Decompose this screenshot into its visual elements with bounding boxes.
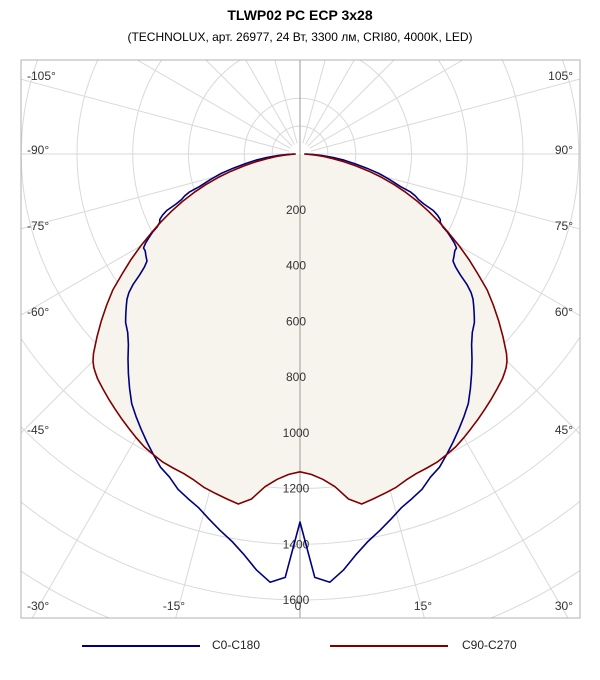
radial-tick-label: 600	[286, 314, 306, 328]
angle-label-bottom: 15°	[414, 599, 432, 613]
grid-spoke	[302, 60, 326, 144]
grid-spoke	[245, 60, 295, 145]
angle-label-right: 45°	[555, 423, 573, 437]
grid-spoke	[274, 60, 298, 144]
chart-subtitle: (TECHNOLUX, арт. 26977, 24 Вт, 3300 лм, …	[127, 30, 473, 44]
radial-tick-label: 200	[286, 203, 306, 217]
plot-frame	[20, 59, 581, 619]
angle-label-right: 30°	[555, 599, 573, 613]
angle-label-left: -60°	[27, 305, 49, 319]
grid-spoke	[307, 60, 395, 147]
angle-label-right: 105°	[548, 69, 573, 83]
radial-tick-label: 1600	[283, 593, 310, 607]
angle-label-right: 90°	[555, 143, 573, 157]
legend: C0-C180 C90-C270	[0, 636, 600, 656]
angle-label-bottom: -15°	[163, 599, 185, 613]
grid-spoke	[310, 78, 580, 152]
angle-label-right: 75°	[555, 219, 573, 233]
radial-tick-label: 800	[286, 370, 306, 384]
angle-label-left: -105°	[27, 69, 56, 83]
grid-spoke	[21, 156, 290, 230]
angle-label-left: -45°	[27, 423, 49, 437]
legend-label-c90: C90-C270	[462, 638, 517, 652]
legend-line-c90	[330, 645, 448, 647]
radial-tick-label: 1400	[283, 537, 310, 551]
angle-label-bottom: 0	[295, 599, 302, 613]
legend-label-c0: C0-C180	[212, 638, 261, 652]
angle-label-left: -90°	[27, 143, 49, 157]
grid-spoke	[310, 156, 580, 230]
angle-label-right: 60°	[555, 305, 573, 319]
chart-title: TLWP02 PC ECP 3x28	[227, 7, 373, 23]
grid-spoke	[21, 78, 290, 152]
legend-line-c0	[82, 645, 200, 647]
radial-tick-label: 1000	[283, 426, 310, 440]
radial-tick-label: 1200	[283, 482, 310, 496]
angle-label-left: -30°	[27, 599, 49, 613]
series-c90-c270	[92, 153, 508, 505]
grid-spoke	[305, 60, 355, 145]
grid-spoke	[309, 60, 464, 149]
radial-tick-label: 400	[286, 259, 306, 273]
grid-spoke	[136, 60, 291, 149]
angle-label-left: -75°	[27, 219, 49, 233]
grid-spoke	[205, 60, 293, 147]
